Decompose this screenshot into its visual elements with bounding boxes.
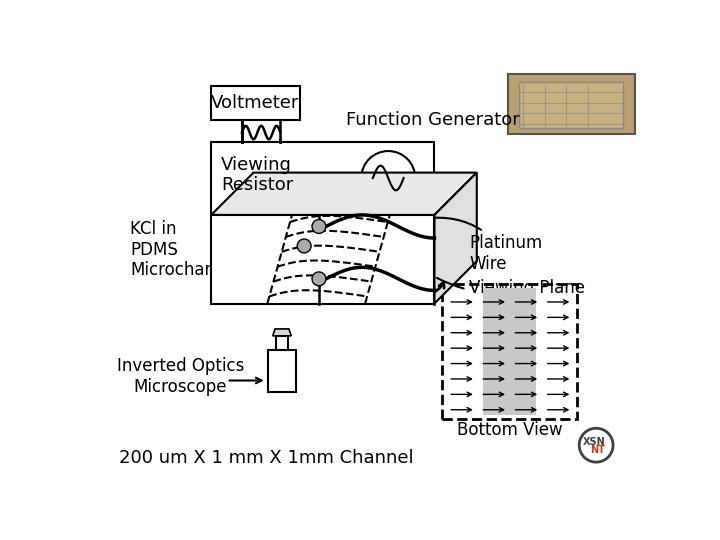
Text: Inverted Optics
Microscope: Inverted Optics Microscope [117, 357, 244, 396]
Circle shape [312, 272, 326, 286]
Polygon shape [211, 215, 434, 303]
Bar [482, 288, 536, 415]
Text: Function Generator: Function Generator [346, 111, 520, 129]
Text: NT: NT [590, 445, 605, 455]
Bar [519, 82, 623, 128]
Text: XSN: XSN [583, 437, 606, 447]
Text: Viewing Plane: Viewing Plane [437, 278, 585, 297]
Bar [442, 284, 577, 419]
Polygon shape [253, 173, 477, 261]
Bar [211, 142, 434, 215]
Circle shape [297, 239, 311, 253]
Bar [211, 85, 300, 120]
Bar [268, 350, 296, 392]
Polygon shape [273, 329, 291, 336]
Polygon shape [211, 173, 477, 215]
Bar [276, 336, 288, 350]
Circle shape [312, 220, 326, 233]
Text: Voltmeter: Voltmeter [211, 93, 300, 112]
Circle shape [361, 151, 415, 205]
Text: Bottom View: Bottom View [456, 421, 562, 439]
Text: KCl in
PDMS
Microchannel: KCl in PDMS Microchannel [130, 220, 244, 279]
Text: Platinum
Wire: Platinum Wire [426, 218, 542, 273]
Text: 200 um X 1 mm X 1mm Channel: 200 um X 1 mm X 1mm Channel [119, 449, 413, 467]
Polygon shape [434, 173, 477, 303]
Bar [508, 74, 634, 134]
Text: Viewing
Resistor: Viewing Resistor [221, 156, 294, 194]
